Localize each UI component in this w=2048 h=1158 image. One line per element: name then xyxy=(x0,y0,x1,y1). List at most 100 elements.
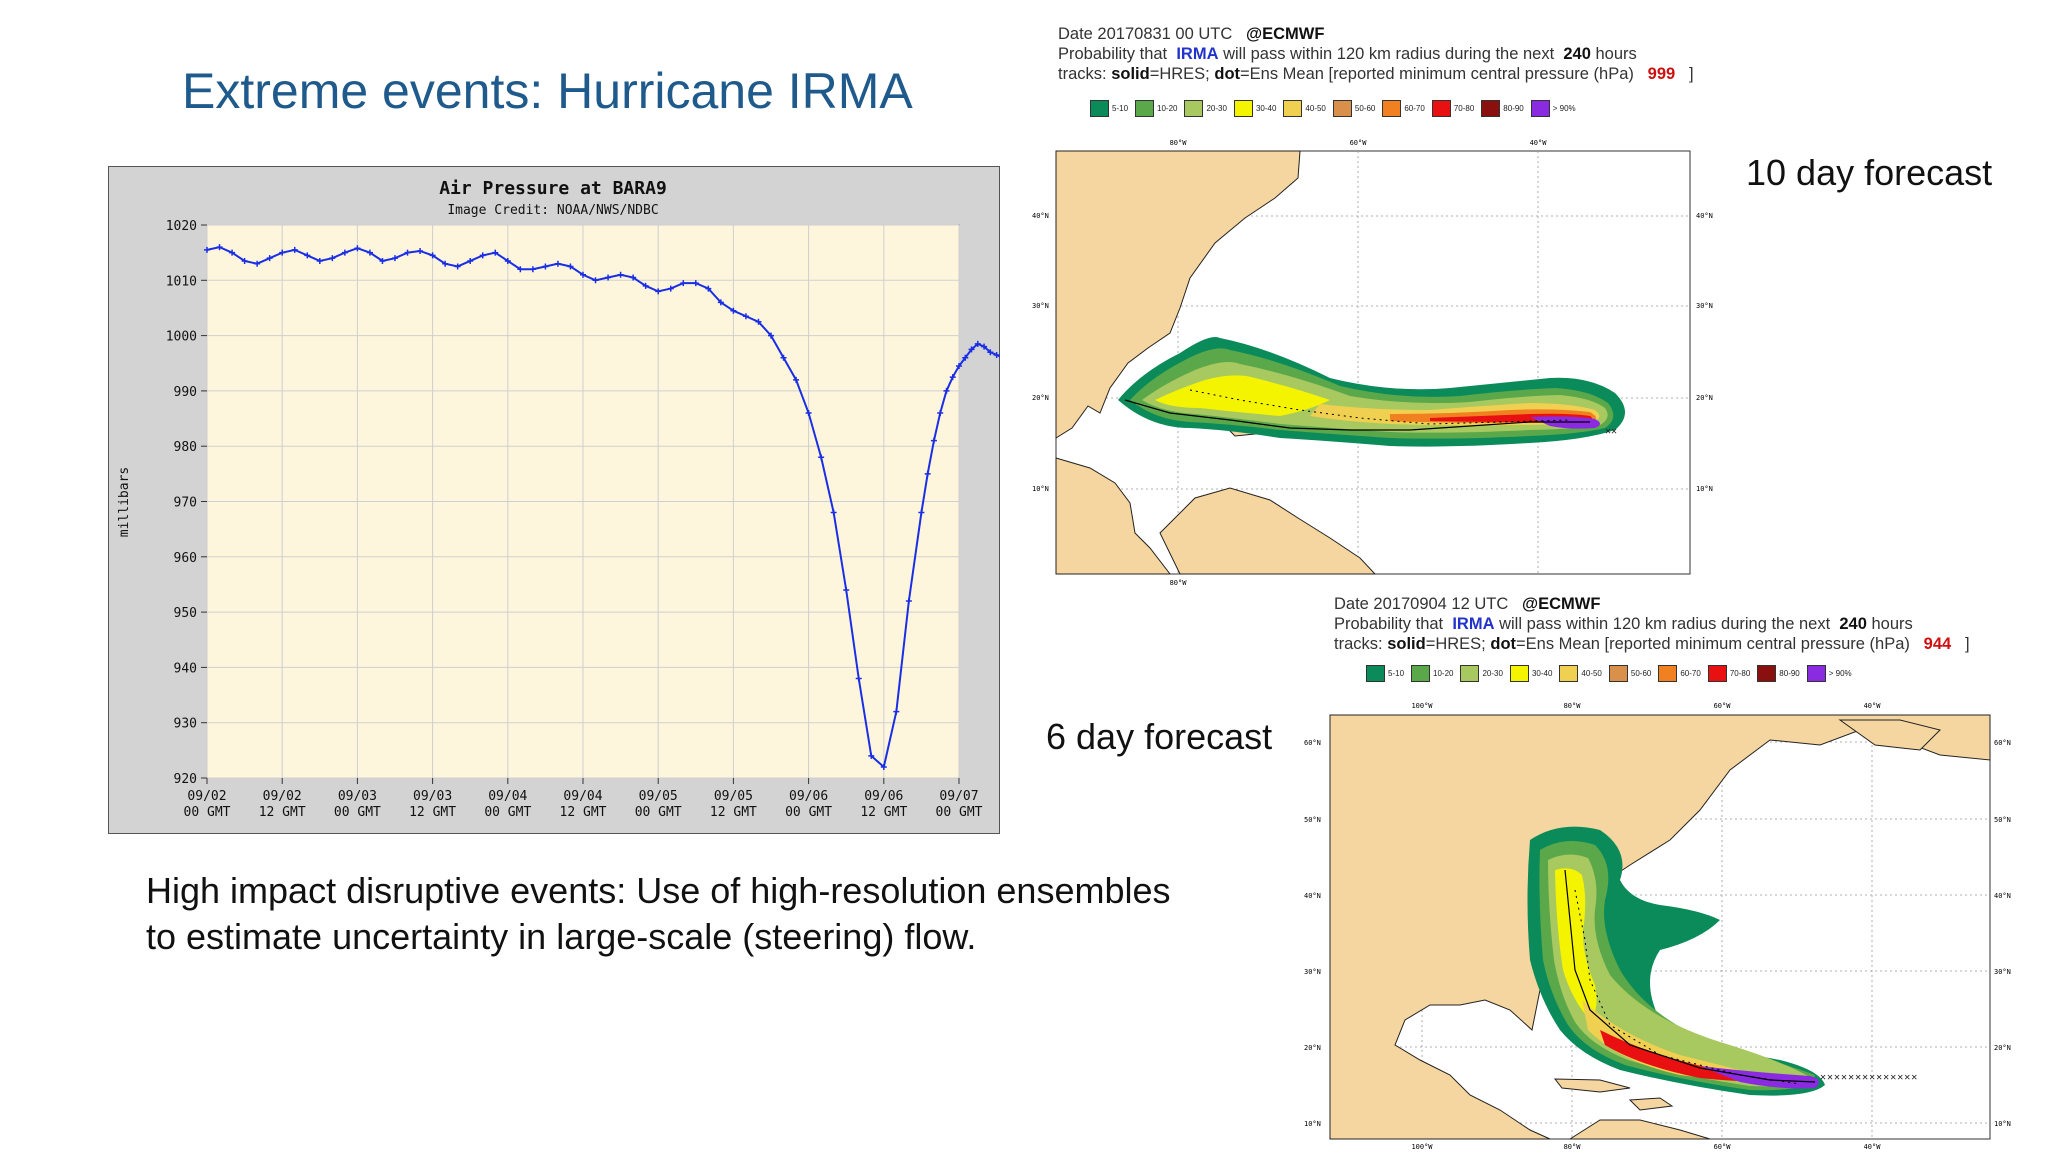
bottom-lon-label-2: 80°W xyxy=(1564,702,1582,710)
forecast-top-date: Date 20170831 00 UTC xyxy=(1058,25,1232,43)
legend-swatch xyxy=(1757,665,1776,682)
legend-swatch xyxy=(1807,665,1826,682)
top-lon-label-1: 80°W xyxy=(1170,139,1188,147)
legend-item: > 90% xyxy=(1807,665,1852,682)
forecast-bottom-prob-line: Probability that IRMA will pass within 1… xyxy=(1334,614,1970,634)
forecast-top-prob-line: Probability that IRMA will pass within 1… xyxy=(1058,44,1694,64)
legend-swatch xyxy=(1333,100,1352,117)
caption: High impact disruptive events: Use of hi… xyxy=(146,868,1171,960)
x-tick-time: 00 GMT xyxy=(184,805,231,820)
forecast-bottom-tracks-prefix: tracks: xyxy=(1334,635,1383,653)
legend-swatch xyxy=(1411,665,1430,682)
top-lon-label-3: 40°W xyxy=(1530,139,1548,147)
x-tick-date: 09/04 xyxy=(488,789,527,804)
legend-item: 30-40 xyxy=(1510,665,1552,682)
legend-label: 50-60 xyxy=(1355,104,1375,113)
caption-line-2: to estimate uncertainty in large-scale (… xyxy=(146,914,1171,960)
forecast-top-hours-unit: hours xyxy=(1595,45,1636,63)
legend-item: 10-20 xyxy=(1411,665,1453,682)
x-tick-date: 09/04 xyxy=(563,789,602,804)
forecast-bottom-prob-prefix: Probability that xyxy=(1334,615,1443,633)
forecast-bottom-hours: 240 xyxy=(1839,615,1867,633)
forecast-bottom-storm: IRMA xyxy=(1452,615,1494,633)
y-tick-label: 1020 xyxy=(166,219,197,234)
legend-swatch xyxy=(1234,100,1253,117)
chart-title: Air Pressure at BARA9 xyxy=(439,178,667,199)
legend-swatch xyxy=(1708,665,1727,682)
legend-item: 70-80 xyxy=(1708,665,1750,682)
legend-swatch xyxy=(1460,665,1479,682)
legend-item: > 90% xyxy=(1531,100,1576,117)
legend-swatch xyxy=(1658,665,1677,682)
legend-item: 80-90 xyxy=(1481,100,1523,117)
legend-label: 80-90 xyxy=(1779,669,1799,678)
forecast-bottom-date-line: Date 20170904 12 UTC @ECMWF xyxy=(1334,594,1970,614)
y-tick-label: 960 xyxy=(174,551,197,566)
legend-swatch xyxy=(1382,100,1401,117)
bottom-lat-label-2: 50°N xyxy=(1304,816,1321,824)
forecast-bottom-dot: dot xyxy=(1490,635,1516,653)
bottom-lat-label-r6: 10°N xyxy=(1994,1120,2011,1128)
x-tick-time: 00 GMT xyxy=(936,805,983,820)
bottom-lon-label-b3: 60°W xyxy=(1714,1143,1732,1151)
legend-label: 20-30 xyxy=(1482,669,1502,678)
y-tick-label: 940 xyxy=(174,661,197,676)
y-tick-label: 1000 xyxy=(166,330,197,345)
x-tick-date: 09/03 xyxy=(338,789,377,804)
forecast-bottom-dot-def: =Ens Mean [reported minimum central pres… xyxy=(1516,635,1910,653)
x-tick-date: 09/05 xyxy=(714,789,753,804)
forecast-bottom-tracks-line: tracks: solid=HRES; dot=Ens Mean [report… xyxy=(1334,634,1970,654)
bottom-lon-label-b1: 100°W xyxy=(1411,1143,1433,1151)
legend-label: 20-30 xyxy=(1206,104,1226,113)
bottom-lat-label-1: 60°N xyxy=(1304,739,1321,747)
pressure-chart-svg: Air Pressure at BARA9 Image Credit: NOAA… xyxy=(108,166,1000,834)
x-tick-date: 09/05 xyxy=(639,789,678,804)
forecast-top-solid-def: =HRES; xyxy=(1150,65,1210,83)
pressure-chart: Air Pressure at BARA9 Image Credit: NOAA… xyxy=(108,166,1000,834)
y-tick-label: 970 xyxy=(174,496,197,511)
legend-item: 40-50 xyxy=(1559,665,1601,682)
forecast-top-dot: dot xyxy=(1214,65,1240,83)
top-lat-label-4: 10°N xyxy=(1032,485,1049,493)
legend-item: 60-70 xyxy=(1658,665,1700,682)
legend-item: 70-80 xyxy=(1432,100,1474,117)
forecast-top-label: 10 day forecast xyxy=(1746,152,1992,194)
legend-swatch xyxy=(1366,665,1385,682)
legend-label: 60-70 xyxy=(1404,104,1424,113)
x-tick-time: 12 GMT xyxy=(860,805,907,820)
forecast-top-dot-def: =Ens Mean [reported minimum central pres… xyxy=(1240,65,1634,83)
slide-title: Extreme events: Hurricane IRMA xyxy=(182,62,913,120)
legend-swatch xyxy=(1531,100,1550,117)
x-tick-time: 00 GMT xyxy=(334,805,381,820)
legend-label: 70-80 xyxy=(1454,104,1474,113)
legend-label: 40-50 xyxy=(1305,104,1325,113)
legend-label: 70-80 xyxy=(1730,669,1750,678)
y-tick-label: 930 xyxy=(174,717,197,732)
legend-item: 5-10 xyxy=(1090,100,1128,117)
forecast-bottom-close: ] xyxy=(1965,635,1970,653)
legend-item: 60-70 xyxy=(1382,100,1424,117)
forecast-top-header: Date 20170831 00 UTC @ECMWF Probability … xyxy=(1058,24,1694,84)
bottom-lon-label-1: 100°W xyxy=(1411,702,1433,710)
legend-item: 40-50 xyxy=(1283,100,1325,117)
chart-subtitle: Image Credit: NOAA/NWS/NDBC xyxy=(447,203,658,218)
forecast-top-solid: solid xyxy=(1111,65,1150,83)
bottom-lat-label-4: 30°N xyxy=(1304,968,1321,976)
bottom-lat-label-r3: 40°N xyxy=(1994,892,2011,900)
top-lat-label-1: 40°N xyxy=(1032,212,1049,220)
x-tick-time: 12 GMT xyxy=(560,805,607,820)
x-tick-time: 00 GMT xyxy=(484,805,531,820)
top-lon-label-2: 60°W xyxy=(1350,139,1368,147)
bottom-lon-label-3: 60°W xyxy=(1714,702,1732,710)
legend-label: > 90% xyxy=(1553,104,1576,113)
top-lat-label-r2: 30°N xyxy=(1696,302,1713,310)
legend-label: 5-10 xyxy=(1112,104,1128,113)
bottom-lon-label-4: 40°W xyxy=(1864,702,1882,710)
legend-label: > 90% xyxy=(1829,669,1852,678)
x-tick-date: 09/03 xyxy=(413,789,452,804)
legend-item: 20-30 xyxy=(1184,100,1226,117)
forecast-top-tracks-prefix: tracks: xyxy=(1058,65,1107,83)
legend-swatch xyxy=(1135,100,1154,117)
